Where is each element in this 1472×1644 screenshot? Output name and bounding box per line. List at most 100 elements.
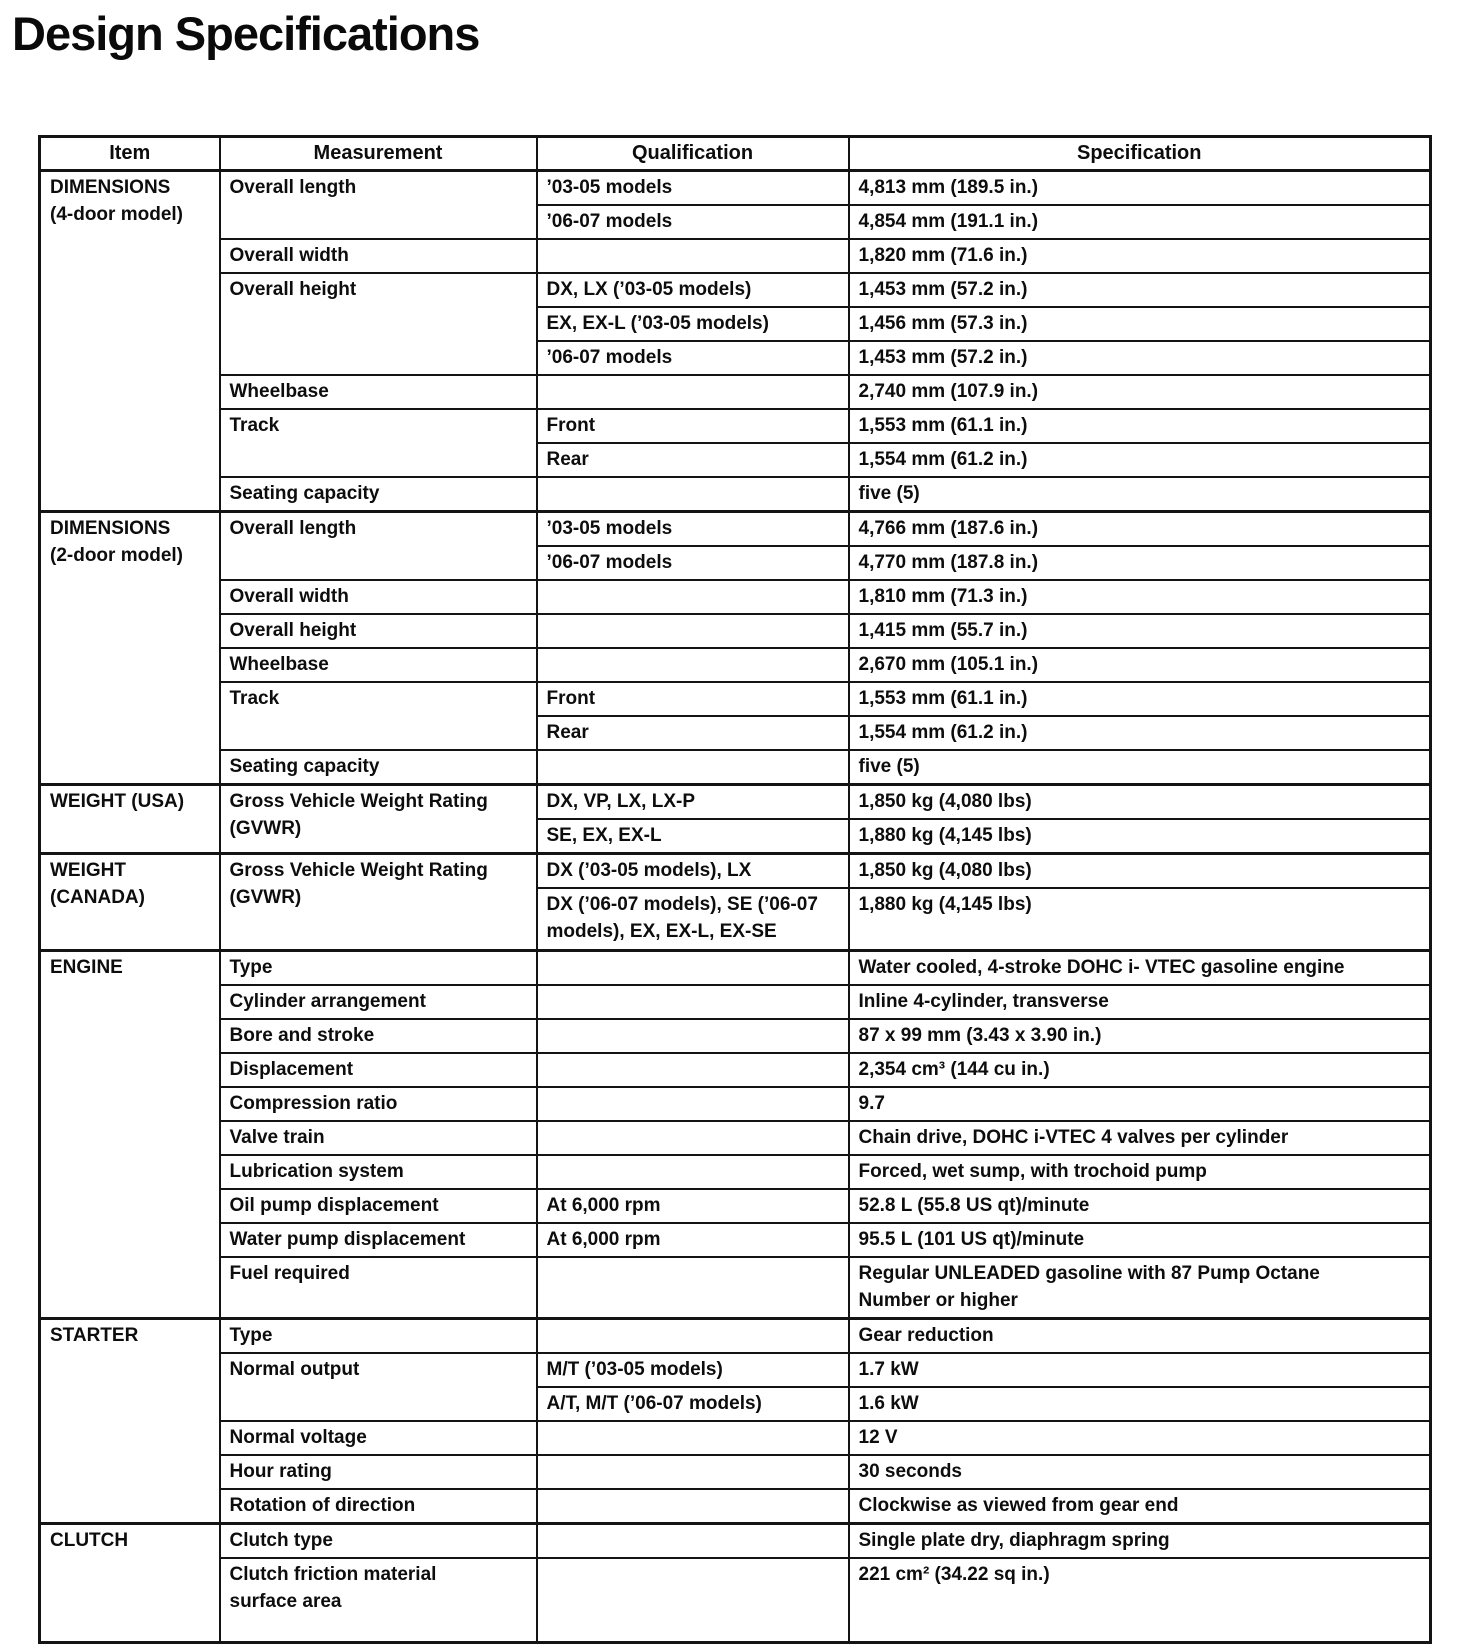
meas-cell: Fuel required (218, 1255, 538, 1320)
qual-cell: SE, EX, EX-L (535, 818, 850, 855)
column-header-specification: Specification (847, 135, 1432, 172)
table-row: ’06-07 models 1,453 mm (57.2 in.) (40, 340, 1432, 376)
table-row: EX, EX-L (’03-05 models) 1,456 mm (57.3 i… (40, 306, 1432, 342)
qual-cell: DX (’06-07 models), SE (’06-07 models), … (535, 887, 850, 951)
spec-table-body: DIMENSIONS (4-door model) Overall length’… (38, 169, 1432, 1643)
table-row: Compression ratio 9.7 (40, 1085, 1432, 1122)
table-row: Overall height DX, LX (’03-05 models) 1,45… (40, 272, 1432, 376)
spec-cell: 1,850 kg (4,080 lbs) (847, 783, 1432, 820)
table-row: Oil pump displacement At 6,000 rpm 52.8 L … (40, 1187, 1432, 1224)
spec-cell: Chain drive, DOHC i-VTEC 4 valves per cy… (847, 1119, 1432, 1156)
qual-cell: DX, VP, LX, LX-P (535, 783, 850, 820)
spec-cell: Regular UNLEADED gasoline with 87 Pump O… (847, 1255, 1432, 1320)
spec-cell: Single plate dry, diaphragm spring (847, 1522, 1432, 1559)
meas-cell: Oil pump displacement (218, 1187, 538, 1224)
meas-cell: Water pump displacement (218, 1221, 538, 1258)
table-row: Seating capacity five (5) (40, 476, 1432, 513)
spec-cell: 1,453 mm (57.2 in.) (847, 272, 1432, 308)
spec-cell: 1,850 kg (4,080 lbs) (847, 852, 1432, 889)
column-header-qualification: Qualification (535, 135, 850, 172)
spec-cell: 221 cm² (34.22 sq in.) (847, 1557, 1432, 1643)
qual-cell: A/T, M/T (’06-07 models) (535, 1386, 850, 1422)
table-row: DIMENSIONS (4-door model) Overall length’… (38, 169, 1432, 513)
spec-cell: 1,554 mm (61.2 in.) (847, 442, 1432, 478)
qual-cell (535, 1119, 850, 1156)
item-cell: DIMENSIONS (2-door model) (38, 510, 221, 786)
spec-cell: 1,880 kg (4,145 lbs) (847, 887, 1432, 951)
table-row: Bore and stroke 87 x 99 mm (3.43 x 3.90 i… (40, 1017, 1432, 1054)
table-row: DIMENSIONS (2-door model) Overall length’… (38, 510, 1432, 786)
qual-cell: ’03-05 models (535, 510, 850, 547)
table-row: Normal voltage 12 V (40, 1420, 1432, 1456)
qual-cell (535, 948, 850, 986)
meas-cell: Wheelbase (218, 374, 538, 410)
table-row: ENGINE Type Water cooled, 4-stroke DOHC i-… (38, 948, 1432, 1320)
qual-cell (535, 1017, 850, 1054)
meas-cell: Type (218, 1317, 538, 1354)
spec-cell: 1,810 mm (71.3 in.) (847, 579, 1432, 615)
meas-cell: Normal voltage (218, 1420, 538, 1456)
table-header-row: Item Measurement Qualification Specifica… (38, 135, 1432, 172)
meas-cell: Compression ratio (218, 1085, 538, 1122)
qual-cell (535, 579, 850, 615)
table-row: Rear 1,554 mm (61.2 in.) (40, 715, 1432, 751)
table-row: Overall height 1,415 mm (55.7 in.) (40, 613, 1432, 649)
meas-cell: Overall height (218, 272, 538, 376)
table-row: Wheelbase 2,670 mm (105.1 in.) (40, 647, 1432, 683)
spec-cell: 9.7 (847, 1085, 1432, 1122)
table-row: ’06-07 models 4,770 mm (187.8 in.) (40, 545, 1432, 581)
table-row: Track Front 1,553 mm (61.1 in.) (40, 681, 1432, 751)
table-row: Overall width 1,820 mm (71.6 in.) (40, 238, 1432, 274)
qual-cell (535, 1557, 850, 1643)
qual-cell: ’06-07 models (535, 204, 850, 240)
meas-cell: Displacement (218, 1051, 538, 1088)
qual-cell: ’03-05 models (535, 169, 850, 206)
meas-cell: Clutch friction material surface area (218, 1557, 538, 1643)
table-row: STARTER Type Gear reduction (38, 1317, 1432, 1525)
meas-cell: Overall width (218, 579, 538, 615)
table-row: Normal output M/T (’03-05 models) 1.7 kW (40, 1352, 1432, 1422)
qual-cell: Front (535, 408, 850, 444)
spec-cell: 4,766 mm (187.6 in.) (847, 510, 1432, 547)
spec-cell: 1.6 kW (847, 1386, 1432, 1422)
spec-cell: 1,415 mm (55.7 in.) (847, 613, 1432, 649)
spec-cell: 2,740 mm (107.9 in.) (847, 374, 1432, 410)
spec-cell: Forced, wet sump, with trochoid pump (847, 1153, 1432, 1190)
spec-cell: 1,456 mm (57.3 in.) (847, 306, 1432, 342)
table-row: Clutch friction material surface area 221… (40, 1557, 1432, 1643)
meas-cell: Seating capacity (218, 476, 538, 513)
qual-cell (535, 238, 850, 274)
qual-cell: Rear (535, 715, 850, 751)
spec-cell: 4,854 mm (191.1 in.) (847, 204, 1432, 240)
meas-cell: Overall height (218, 613, 538, 649)
qual-cell (535, 1522, 850, 1559)
column-header-item: Item (38, 135, 221, 172)
meas-cell: Overall length (218, 510, 538, 581)
meas-cell: Overall width (218, 238, 538, 274)
spec-cell: Water cooled, 4-stroke DOHC i- VTEC gaso… (847, 948, 1432, 986)
qual-cell (535, 476, 850, 513)
meas-cell: Gross Vehicle Weight Rating (GVWR) (218, 852, 538, 951)
table-row: Overall width 1,810 mm (71.3 in.) (40, 579, 1432, 615)
spec-cell: Inline 4-cylinder, transverse (847, 983, 1432, 1020)
spec-cell: five (5) (847, 476, 1432, 513)
item-cell: WEIGHT (CANADA) (38, 852, 221, 951)
spec-cell: 4,770 mm (187.8 in.) (847, 545, 1432, 581)
table-row: Rotation of direction Clockwise as viewed… (40, 1488, 1432, 1525)
qual-cell (535, 1153, 850, 1190)
qual-cell (535, 1255, 850, 1320)
meas-cell: Valve train (218, 1119, 538, 1156)
spec-cell: 12 V (847, 1420, 1432, 1456)
meas-cell: Lubrication system (218, 1153, 538, 1190)
spec-cell: 30 seconds (847, 1454, 1432, 1490)
qual-cell (535, 613, 850, 649)
spec-cell: 1,554 mm (61.2 in.) (847, 715, 1432, 751)
item-cell: DIMENSIONS (4-door model) (38, 169, 221, 513)
meas-cell: Normal output (218, 1352, 538, 1422)
meas-cell: Hour rating (218, 1454, 538, 1490)
spec-cell: 1,820 mm (71.6 in.) (847, 238, 1432, 274)
qual-cell: Front (535, 681, 850, 717)
table-row: Track Front 1,553 mm (61.1 in.) (40, 408, 1432, 478)
qual-cell: M/T (’03-05 models) (535, 1352, 850, 1388)
qual-cell (535, 1454, 850, 1490)
